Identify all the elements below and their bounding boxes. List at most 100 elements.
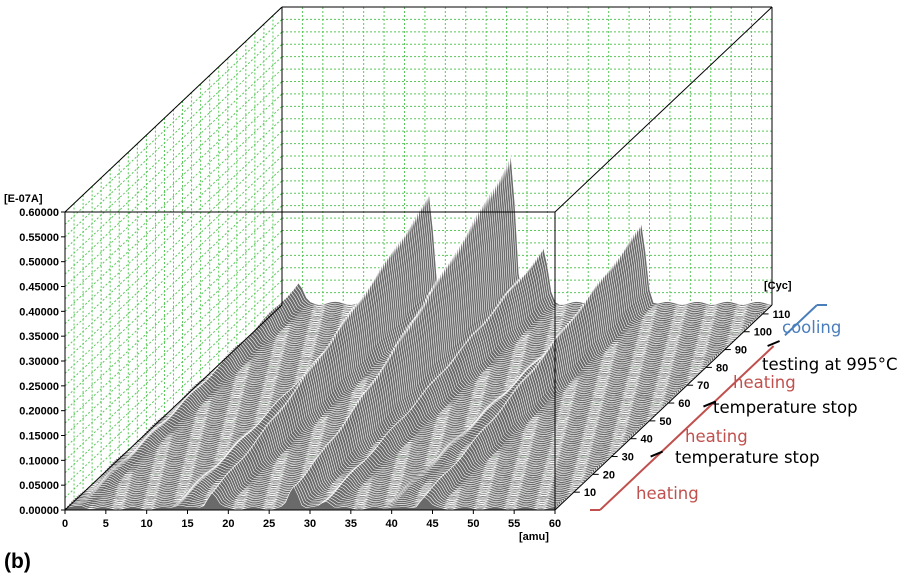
y-tick-label: 0.30000 [19, 356, 59, 368]
spectrum-trace [111, 426, 603, 466]
annotation-segment [599, 455, 658, 511]
y-tick-label: 0.10000 [19, 455, 59, 467]
back-wall-grid [281, 6, 773, 306]
annotation-label: heating [685, 427, 748, 446]
z-tick-label: 40 [640, 434, 652, 446]
annotation-label: cooling [782, 318, 841, 337]
x-tick-label: 20 [222, 518, 234, 530]
x-tick-label: 30 [304, 518, 316, 530]
z-tick-label: 20 [603, 469, 615, 481]
spectrum-trace [117, 417, 609, 461]
spectrum-trace [104, 436, 595, 473]
y-tick-label: 0.60000 [19, 207, 59, 219]
left-grid-hline [64, 242, 283, 449]
z-unit-label: [Cyc] [764, 280, 792, 292]
spectrum-trace [66, 484, 558, 509]
spectrum-trace [68, 482, 560, 507]
z-tick-label: 90 [735, 345, 747, 357]
z-tick-label: 100 [754, 327, 772, 339]
left-grid-hline [64, 143, 283, 349]
spectrum-trace [108, 431, 599, 470]
z-tick-label: 60 [678, 398, 690, 410]
spectrum-trace [70, 480, 562, 506]
y-tick-label: 0.40000 [19, 306, 59, 318]
x-tick-label: 50 [467, 518, 479, 530]
spectrum-trace [106, 434, 597, 472]
left-grid-hline [64, 168, 283, 374]
z-tick-label: 50 [659, 416, 671, 428]
spectrum-trace [100, 440, 592, 477]
left-grid-hline [64, 31, 283, 238]
x-tick-labels: 0 5 10 15 20 25 30 35 40 45 50 55 60 [62, 510, 561, 530]
annotation-tick [703, 400, 716, 408]
left-grid-hline [64, 205, 283, 412]
x-tick-label: 0 [62, 518, 68, 530]
left-grid-hline [64, 267, 283, 474]
y-tick-label: 0.05000 [19, 480, 59, 492]
spectrum-trace [74, 475, 565, 502]
z-tick-label: 30 [622, 452, 634, 464]
spectrum-trace [87, 456, 578, 489]
y-tick-labels: 0.00000 0.05000 0.10000 0.15000 0.20000 0.250… [19, 207, 65, 517]
spectrum-trace [94, 447, 586, 482]
z-tick-label: 10 [584, 487, 596, 499]
x-tick-label: 25 [263, 518, 275, 530]
spectrum-trace [83, 462, 575, 493]
z-tick-label: 110 [773, 309, 791, 321]
y-tick-label: 0.15000 [19, 431, 59, 443]
spectrum-trace [72, 478, 563, 504]
spectrum-trace [102, 438, 594, 475]
spectrum-traces [64, 153, 773, 511]
left-grid-hline [64, 93, 283, 300]
spectrum-trace [93, 449, 584, 484]
spectrum-trace [121, 411, 612, 457]
x-unit-label: [amu] [519, 531, 549, 543]
spectrum-trace [110, 429, 601, 468]
spectrum-trace [113, 423, 605, 465]
spectrum-trace [98, 442, 590, 479]
annotation-label: heating [636, 484, 699, 503]
annotation-label: temperature stop [713, 398, 858, 417]
left-grid-hline [64, 192, 283, 399]
spectrum-trace [89, 454, 580, 488]
annotation-segment [708, 345, 775, 408]
annotation-segment [655, 405, 711, 458]
x-tick-label: 10 [141, 518, 153, 530]
spectrum-trace [123, 408, 614, 456]
annotation-label: heating [733, 373, 796, 392]
spectrum-trace [85, 459, 577, 491]
left-grid-hline [64, 279, 283, 486]
frame-edge [554, 6, 773, 213]
x-tick-label: 40 [386, 518, 398, 530]
left-grid-hline [64, 217, 283, 424]
panel-label: (b) [4, 550, 31, 573]
frame-edge [64, 304, 283, 511]
annotation-label: temperature stop [675, 448, 820, 467]
annotation-tick [767, 340, 780, 347]
y-tick-label: 0.25000 [19, 381, 59, 393]
spectrum-trace [64, 485, 556, 511]
left-grid-hline [64, 254, 283, 461]
x-tick-label: 60 [549, 518, 561, 530]
spectrum-trace [79, 468, 571, 497]
y-tick-label: 0.55000 [19, 232, 59, 244]
left-grid-hline [64, 180, 283, 387]
left-grid-hline [64, 292, 283, 498]
y-tick-label: 0.35000 [19, 331, 59, 343]
x-tick-label: 15 [181, 518, 193, 530]
left-grid-hline [64, 118, 283, 325]
spectrum-trace [96, 444, 588, 481]
y-unit-label: [E-07A] [4, 193, 43, 205]
left-grid-hline [64, 81, 283, 287]
y-tick-label: 0.45000 [19, 282, 59, 294]
y-tick-label: 0.00000 [19, 505, 59, 517]
y-tick-label: 0.20000 [19, 406, 59, 418]
x-tick-label: 45 [426, 518, 438, 530]
x-tick-label: 5 [103, 518, 109, 530]
spectrum-trace [91, 451, 582, 486]
left-grid-hline [64, 19, 283, 225]
left-grid-hline [64, 68, 283, 275]
